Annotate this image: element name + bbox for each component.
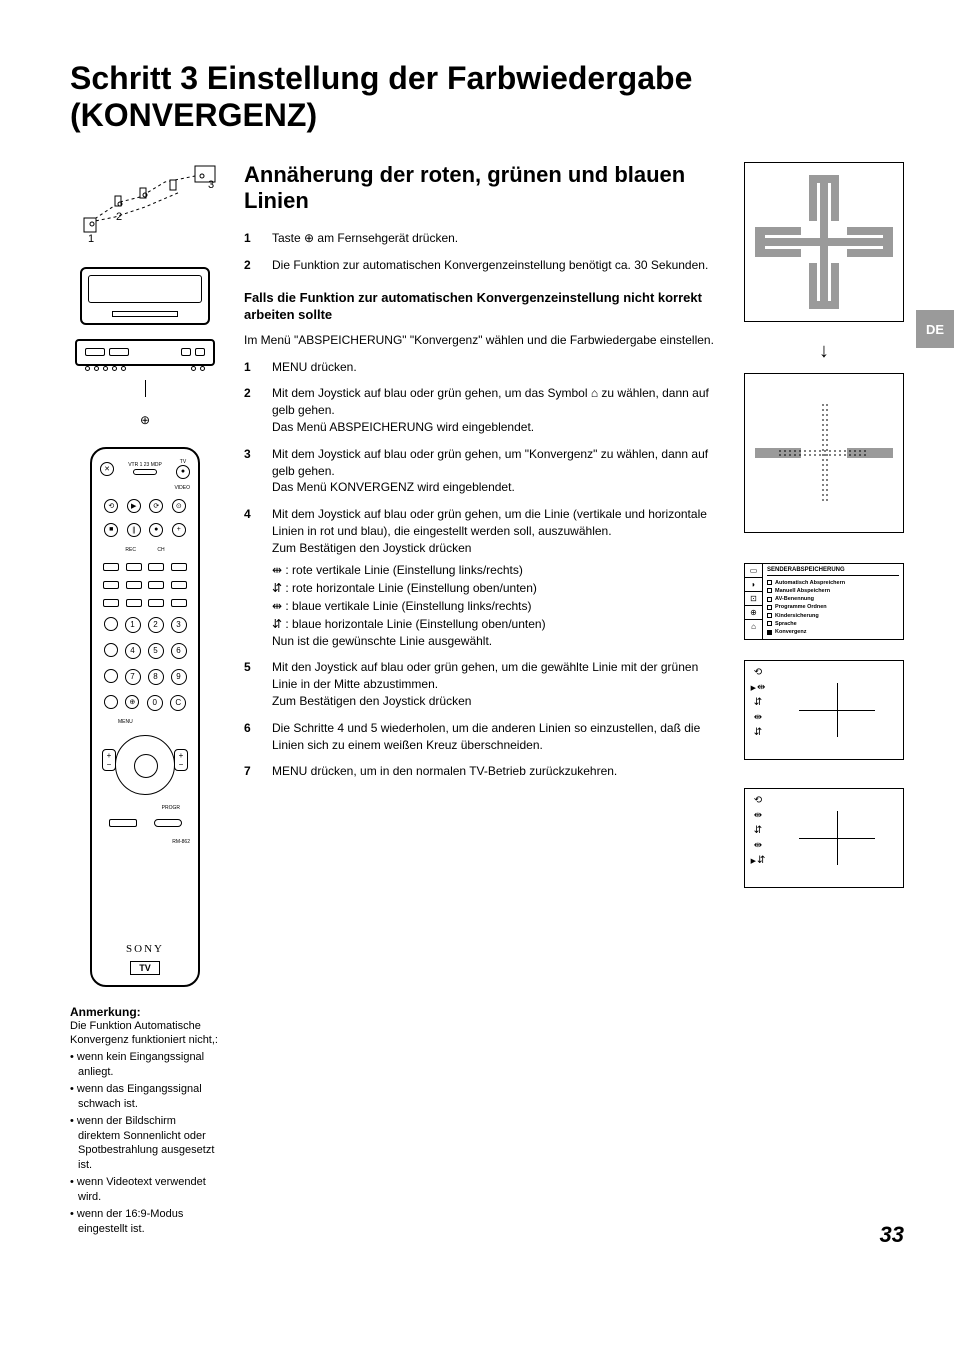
adjust-box-2: ⟲⇹⇵⇹⇵ (744, 788, 904, 888)
section-heading: Annäherung der roten, grünen und blauen … (244, 162, 720, 215)
diag-label-2: 2 (116, 211, 122, 223)
language-tab: DE (916, 310, 954, 348)
step-item: 1MENU drücken. (244, 359, 720, 376)
left-column: 1 2 3 ⊕ ✕ VTR 1 23 MDP (70, 162, 220, 1239)
diag-label-3: 3 (208, 179, 214, 191)
menu-item: Sprache (767, 620, 899, 628)
diag-label-1: 1 (88, 233, 94, 242)
step-item: 2Die Funktion zur automatischen Konverge… (244, 257, 720, 274)
menu-item: Manuell Abspeichern (767, 587, 899, 595)
note-item: wenn das Eingangssignal schwach ist. (70, 1082, 220, 1112)
menu-item: Kindersicherung (767, 612, 899, 620)
menu-item: Konvergenz (767, 628, 899, 636)
convergence-after-diagram (744, 373, 904, 533)
tv-front-diagram: ⊕ (70, 267, 220, 427)
note-item: wenn Videotext verwendet wird. (70, 1175, 220, 1205)
steps-list-a: 1Taste ⊕ am Fernsehgerät drücken. 2Die Fu… (244, 230, 720, 274)
steps-list-b: 1MENU drücken. 2Mit dem Joystick auf blau… (244, 359, 720, 781)
sony-logo: SONY (126, 943, 164, 955)
step-item: 1Taste ⊕ am Fernsehgerät drücken. (244, 230, 720, 247)
convergence-button-icon: ⊕ (140, 413, 150, 427)
note-block: Anmerkung: Die Funktion Automatische Kon… (70, 1005, 220, 1237)
step-item: 6Die Schritte 4 und 5 wiederholen, um di… (244, 720, 720, 754)
step-item: 2Mit dem Joystick auf blau oder grün geh… (244, 385, 720, 435)
remote-control-diagram: ✕ VTR 1 23 MDP TV ● VIDEO ⟲▶⟳⊙ ■∥●+ RECC… (90, 447, 200, 987)
adjust-box-1: ⟲⇹⇵⇹⇵ (744, 660, 904, 760)
step-item: 5Mit den Joystick auf blau oder grün geh… (244, 659, 720, 709)
convergence-before-diagram (744, 162, 904, 322)
setup-diagram: 1 2 3 (70, 162, 220, 242)
note-item: wenn der Bildschirm direktem Sonnenlicht… (70, 1114, 220, 1173)
mute-icon: ✕ (100, 462, 114, 476)
step-item: 4Mit dem Joystick auf blau oder grün geh… (244, 506, 720, 649)
osd-menu-diagram: ▭◗⊡⊕⌂ SENDERABSPEICHERUNG Automatisch Ab… (744, 563, 904, 641)
intro-paragraph: Im Menü "ABSPEICHERUNG" "Konvergenz" wäh… (244, 332, 720, 349)
menu-item: AV-Benennung (767, 595, 899, 603)
menu-item: Automatisch Abspreichern (767, 579, 899, 587)
down-arrow-icon: ↓ (744, 340, 904, 363)
step-item: 7MENU drücken, um in den normalen TV-Bet… (244, 763, 720, 780)
main-column: Annäherung der roten, grünen und blauen … (244, 162, 720, 1239)
step-item: 3Mit dem Joystick auf blau oder grün geh… (244, 446, 720, 496)
subsection-heading: Falls die Funktion zur automatischen Kon… (244, 290, 720, 324)
page-title: Schritt 3 Einstellung der Farbwiedergabe… (70, 60, 904, 134)
right-column: ↓ ▭◗⊡⊕⌂ SENDERABSPEICHERUNG Automatis (744, 162, 904, 1239)
page-number: 33 (880, 1222, 904, 1248)
note-item: wenn kein Eingangssignal anliegt. (70, 1050, 220, 1080)
menu-item: Programme Ordnen (767, 603, 899, 611)
note-item: wenn der 16:9-Modus eingestellt ist. (70, 1207, 220, 1237)
